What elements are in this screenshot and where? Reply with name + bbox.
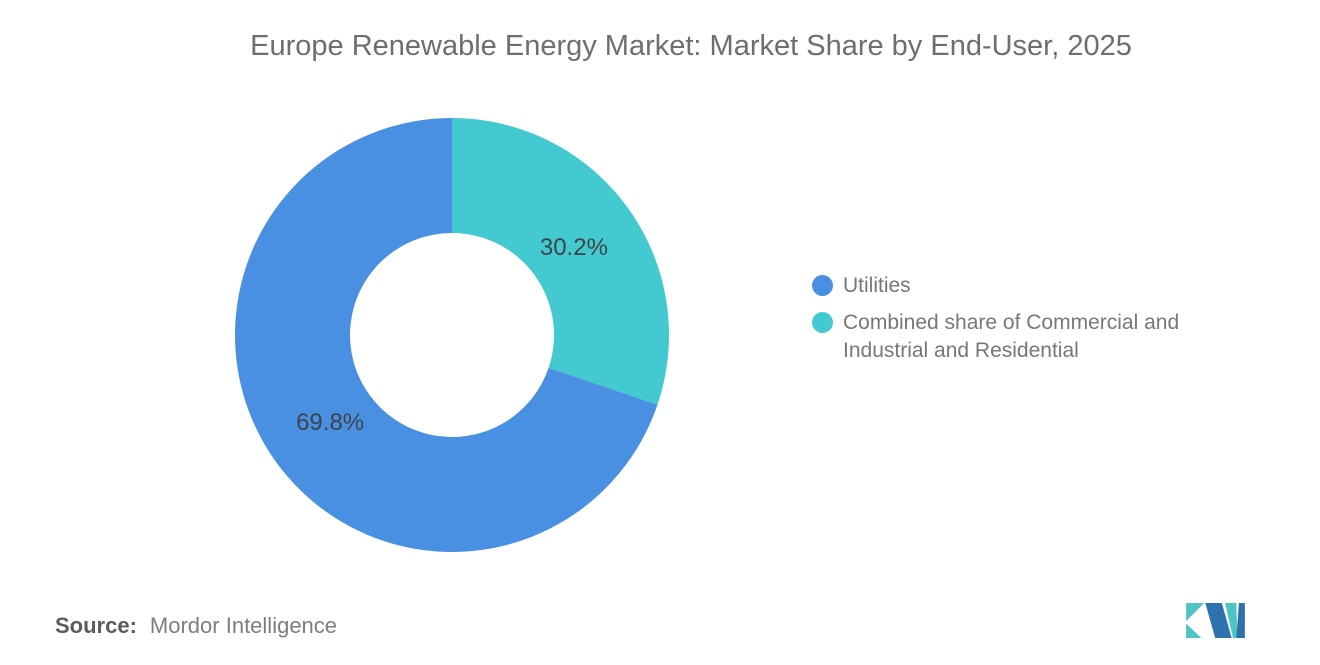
donut-chart: 69.8% 30.2%: [235, 118, 669, 552]
logo-right-leg-icon: [1236, 603, 1245, 638]
mordor-intelligence-logo: [1186, 603, 1245, 638]
legend-label-utilities: Utilities: [843, 274, 911, 297]
legend-label-combined-share: Combined share of Commercial and Industr…: [843, 311, 1180, 362]
donut-slice-combined[interactable]: [452, 118, 669, 405]
legend-item-utilities[interactable]: Utilities: [812, 272, 1215, 300]
logo-left-diagonal-icon: [1205, 603, 1232, 638]
donut-slice-utilities[interactable]: [235, 118, 658, 552]
source-label: Source:: [55, 613, 137, 638]
chart-title: Europe Renewable Energy Market: Market S…: [250, 30, 1132, 62]
logo-triangle-top-left-icon: [1186, 603, 1205, 622]
logo-triangle-bottom-left-icon: [1186, 623, 1202, 638]
source-line: Source: Mordor Intelligence: [55, 613, 337, 639]
legend-swatch-combined-share: [812, 312, 833, 333]
legend-swatch-utilities: [812, 275, 833, 296]
donut-slices: 69.8% 30.2%: [235, 118, 669, 552]
source-value: Mordor Intelligence: [149, 613, 338, 638]
logo-right-diagonal-icon: [1225, 603, 1238, 638]
legend: Utilities Combined share of Commercial a…: [812, 272, 1215, 365]
legend-item-combined-share[interactable]: Combined share of Commercial and Industr…: [812, 309, 1215, 365]
slice-data-label: 69.8%: [296, 409, 364, 436]
slice-data-label: 30.2%: [540, 234, 608, 261]
